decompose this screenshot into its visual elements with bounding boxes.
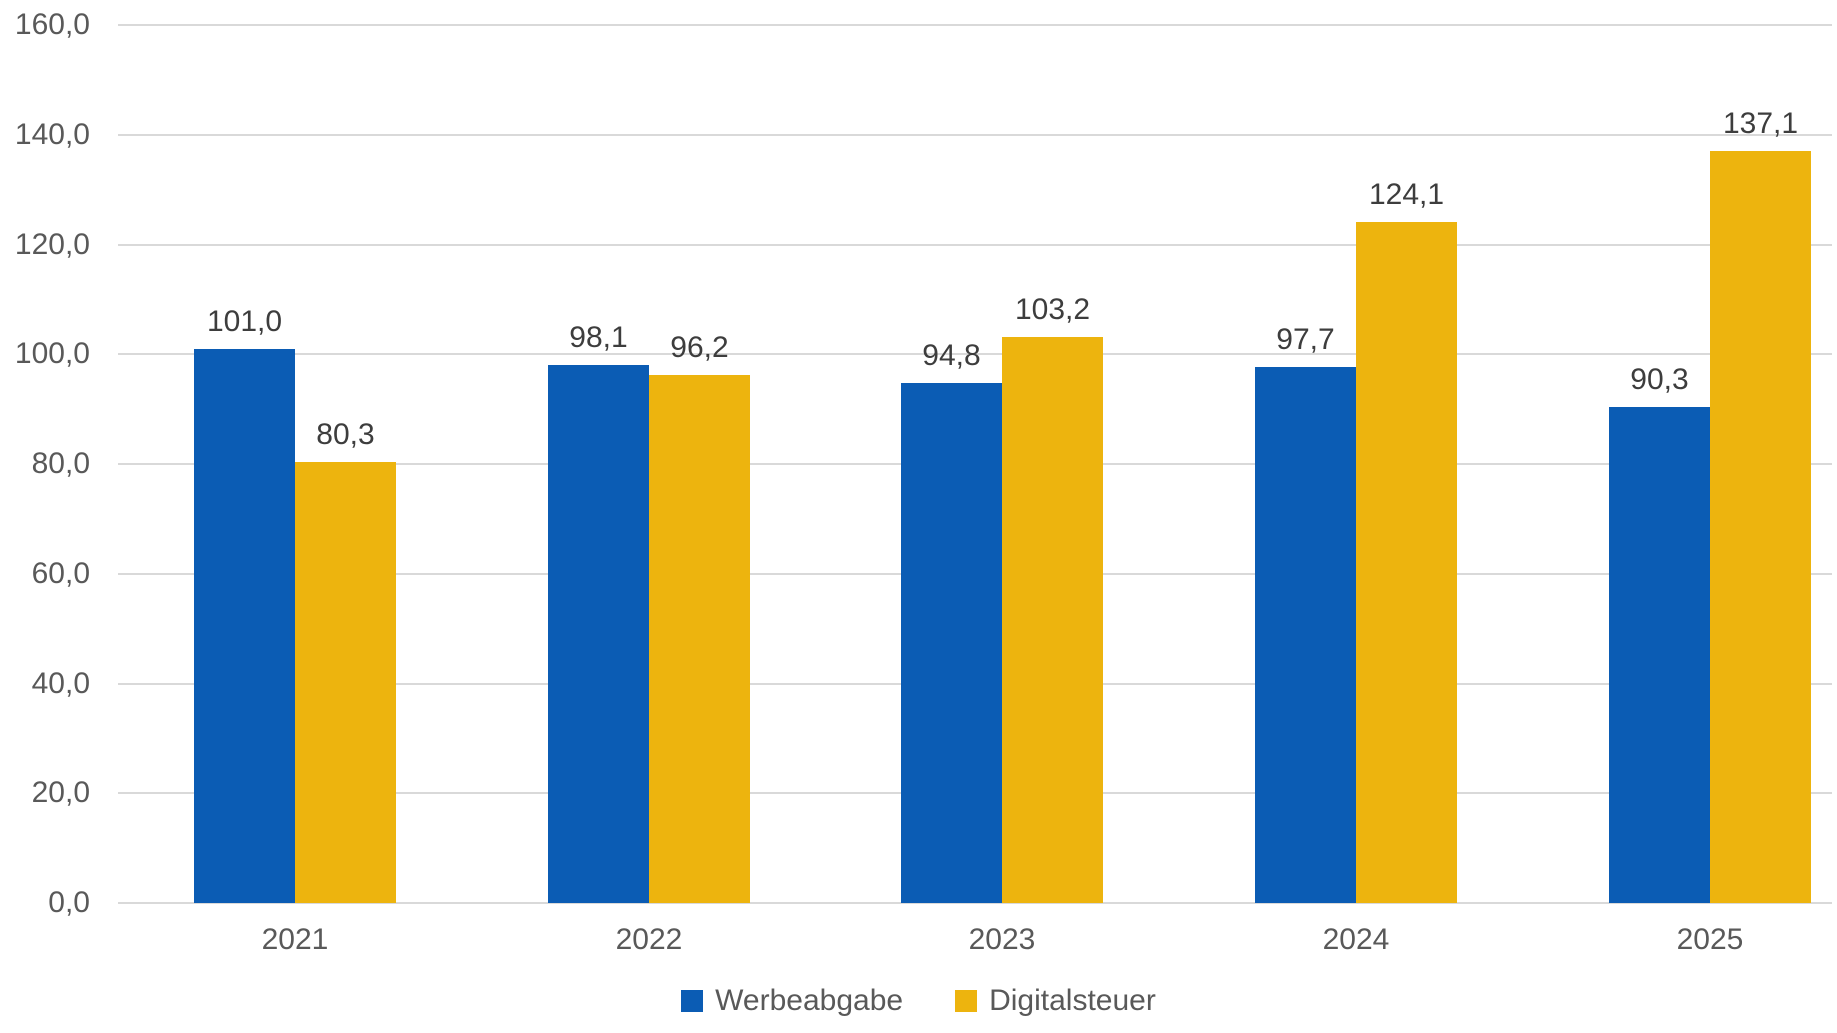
y-axis-tick-label: 100,0 bbox=[14, 337, 90, 371]
plot-area: 101,0 80,3 98,1 96,2 94,8 103,2 97,7 124,1 90,3 1… bbox=[118, 24, 1832, 904]
legend-swatch-1 bbox=[955, 990, 978, 1012]
bar-value-label: 124,1 bbox=[1368, 178, 1445, 212]
bar-value-label: 101,0 bbox=[206, 304, 283, 338]
bar-value-label: 80,3 bbox=[316, 418, 375, 452]
bar-value-label: 103,2 bbox=[1014, 292, 1091, 326]
bar-werbeabgabe-2021: 101,0 bbox=[194, 305, 295, 903]
bar-value-label: 137,1 bbox=[1722, 106, 1799, 140]
legend-label: Werbeabgabe bbox=[715, 984, 904, 1017]
y-axis-tick-label: 20,0 bbox=[31, 776, 90, 810]
bar-group-2021: 101,0 80,3 bbox=[118, 25, 472, 903]
bar-group-2023: 94,8 103,2 bbox=[825, 25, 1179, 903]
x-axis-label-2021: 2021 bbox=[261, 923, 329, 956]
y-axis-tick-label: 140,0 bbox=[14, 117, 90, 151]
bar-digitalsteuer-2021: 80,3 bbox=[295, 418, 396, 903]
y-axis-tick-label: 80,0 bbox=[31, 447, 90, 480]
bar-digitalsteuer-2022: 96,2 bbox=[649, 331, 750, 903]
legend-swatch-0 bbox=[681, 990, 704, 1012]
bar-digitalsteuer-2024: 124,1 bbox=[1356, 178, 1457, 903]
y-axis-tick-label: 120,0 bbox=[14, 227, 90, 261]
x-axis-label-2025: 2025 bbox=[1676, 923, 1744, 956]
legend: Werbeabgabe Digitalsteuer bbox=[0, 983, 1837, 1019]
x-axis-label-2023: 2023 bbox=[968, 923, 1036, 956]
y-axis-tick-label: 40,0 bbox=[31, 666, 90, 700]
bar-value-label: 90,3 bbox=[1630, 363, 1689, 397]
gridline bbox=[118, 902, 1832, 904]
bar-digitalsteuer-2025: 137,1 bbox=[1710, 107, 1811, 903]
gridline bbox=[118, 24, 1832, 26]
bar-value-label: 96,2 bbox=[670, 331, 729, 365]
x-axis-label-2024: 2024 bbox=[1322, 923, 1390, 956]
bar-value-label: 98,1 bbox=[569, 320, 628, 354]
bar-value-label: 94,8 bbox=[922, 338, 981, 372]
bar-group-2025: 90,3 137,1 bbox=[1533, 25, 1837, 903]
legend-label: Digitalsteuer bbox=[989, 984, 1156, 1017]
legend-item-digitalsteuer: Digitalsteuer bbox=[955, 983, 1156, 1019]
y-axis-tick-label: 160,0 bbox=[14, 8, 90, 41]
bar-werbeabgabe-2024: 97,7 bbox=[1255, 323, 1356, 903]
bar-value-label: 97,7 bbox=[1276, 322, 1335, 356]
bar-werbeabgabe-2022: 98,1 bbox=[548, 321, 649, 903]
bar-werbeabgabe-2023: 94,8 bbox=[901, 339, 1002, 903]
y-axis-tick-label: 60,0 bbox=[31, 556, 90, 590]
gridline bbox=[118, 133, 1832, 136]
bar-werbeabgabe-2025: 90,3 bbox=[1609, 363, 1710, 903]
gridline bbox=[118, 243, 1832, 246]
bar-digitalsteuer-2023: 103,2 bbox=[1002, 293, 1103, 903]
bar-group-2024: 97,7 124,1 bbox=[1179, 25, 1533, 903]
x-axis-label-2022: 2022 bbox=[615, 923, 683, 956]
bar-group-2022: 98,1 96,2 bbox=[472, 25, 826, 903]
legend-item-werbeabgabe: Werbeabgabe bbox=[681, 983, 903, 1019]
gridline bbox=[118, 353, 1832, 356]
y-axis-tick-label: 0,0 bbox=[48, 886, 90, 919]
